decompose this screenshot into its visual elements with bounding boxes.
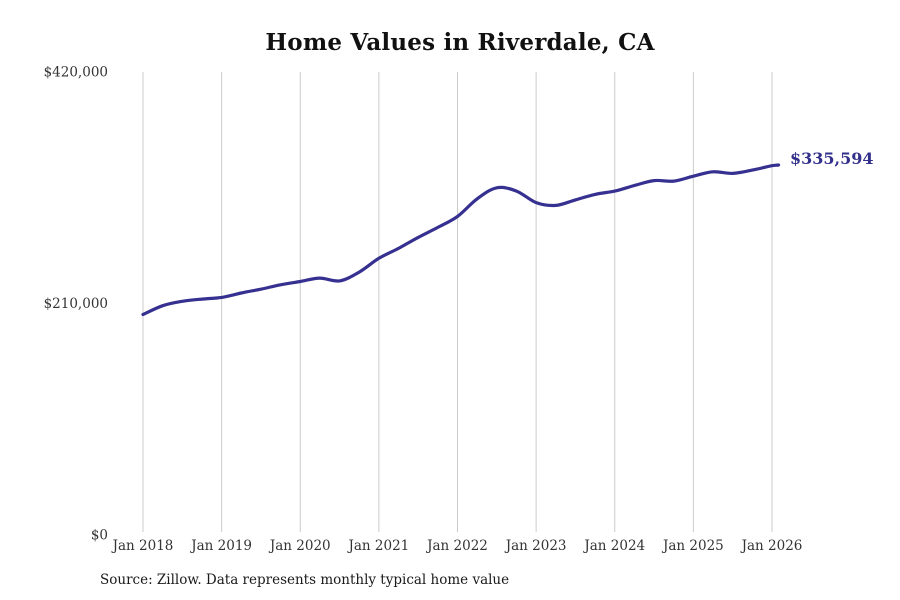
x-tick-label: Jan 2021 — [346, 538, 409, 554]
x-tick-label: Jan 2022 — [425, 538, 488, 554]
chart-title: Home Values in Riverdale, CA — [265, 29, 655, 56]
x-tick-label: Jan 2018 — [111, 538, 174, 554]
source-note: Source: Zillow. Data represents monthly … — [100, 572, 510, 588]
home-value-line — [141, 163, 781, 317]
x-tick-label: Jan 2026 — [740, 538, 803, 554]
latest-value-label: $335,594 — [790, 149, 874, 168]
y-tick-label: $210,000 — [44, 296, 108, 312]
x-tick-label: Jan 2023 — [504, 538, 567, 554]
x-tick-label: Jan 2025 — [661, 538, 724, 554]
y-tick-label: $0 — [91, 528, 108, 544]
y-tick-label: $420,000 — [44, 65, 108, 81]
x-tick-label: Jan 2024 — [582, 538, 645, 554]
x-tick-label: Jan 2019 — [189, 538, 252, 554]
x-tick-label: Jan 2020 — [268, 538, 331, 554]
